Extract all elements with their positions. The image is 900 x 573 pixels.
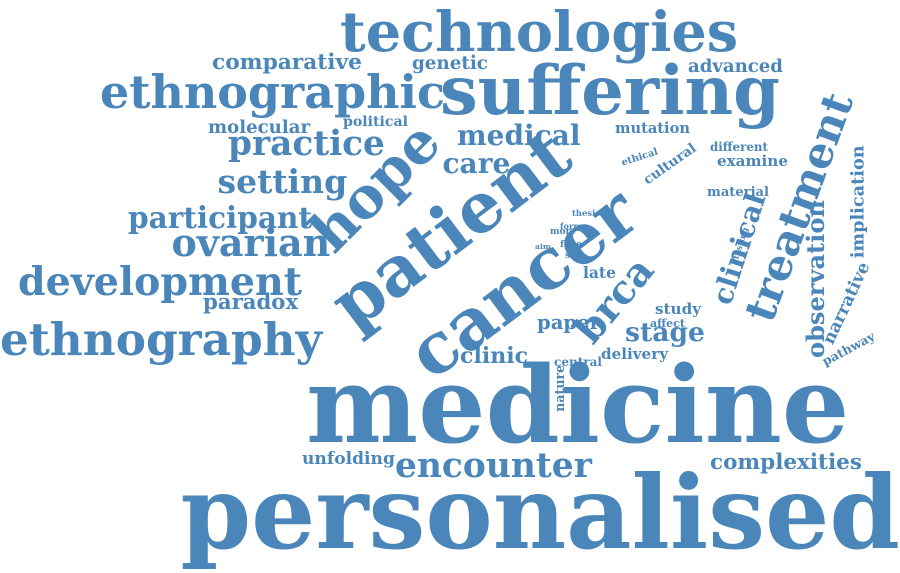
word-molecular: molecular (208, 119, 310, 137)
word-nature: nature (554, 365, 567, 412)
word-study: study (655, 302, 701, 317)
word-unfolding: unfolding (302, 451, 395, 468)
word-paper: paper (537, 313, 600, 333)
word-technologies: technologies (340, 5, 738, 61)
word-complexities: complexities (710, 452, 862, 474)
word-encounter: encounter (395, 449, 592, 483)
word-examine: examine (717, 154, 788, 169)
word-ethnographic: ethnographic (100, 70, 445, 116)
word-thesis: thesis (572, 209, 600, 217)
word-paradox: paradox (203, 292, 298, 313)
word-medical: medical (457, 122, 580, 150)
word-comparative: comparative (212, 52, 362, 74)
word-mutation: mutation (615, 122, 690, 137)
word-advanced: advanced (688, 58, 783, 76)
word-setting: setting (218, 165, 348, 198)
word-ethnography: ethnography (0, 317, 322, 362)
word-affect: affect (650, 318, 685, 329)
word-more: more (550, 228, 576, 237)
word-face: face (560, 240, 582, 249)
word-participant: participant (128, 203, 312, 232)
word-aim: aim (535, 243, 551, 251)
word-clinic: clinic (460, 345, 528, 367)
word-care: care (443, 150, 511, 178)
word-genetic: genetic (412, 55, 488, 73)
word-implication: implication (849, 145, 867, 258)
word-late: late (583, 265, 616, 280)
word-site: site (565, 251, 584, 260)
word-political: political (343, 115, 408, 129)
word-delivery: delivery (601, 347, 668, 362)
word-material: material (707, 186, 769, 199)
